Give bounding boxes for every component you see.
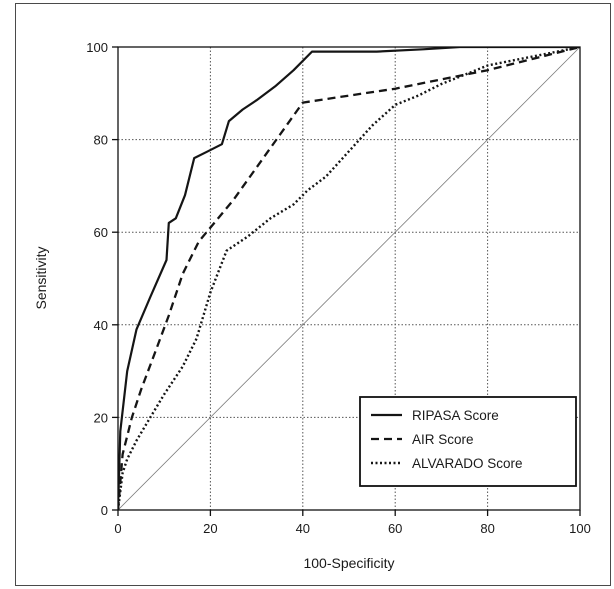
series-layer (118, 47, 580, 510)
x-axis-title: 100-Specificity (303, 555, 394, 571)
x-tick-label: 100 (569, 521, 591, 536)
y-tick-label: 80 (94, 133, 108, 148)
legend-label: RIPASA Score (412, 408, 499, 423)
series-line-solid (118, 47, 580, 510)
y-tick-label: 0 (101, 503, 108, 518)
x-tick-label: 0 (114, 521, 121, 536)
y-axis-title: Sensitivity (33, 246, 49, 309)
y-tick-label: 60 (94, 225, 108, 240)
series-line-dashed (118, 47, 580, 510)
y-tick-label: 40 (94, 318, 108, 333)
legend-box (359, 396, 577, 487)
x-tick-label: 40 (296, 521, 310, 536)
x-tick-label: 80 (480, 521, 494, 536)
y-tick-label: 20 (94, 410, 108, 425)
y-tick-label: 100 (86, 40, 108, 55)
series-line-dotted (118, 47, 580, 510)
y-tick-labels: 0 20 40 60 80 100 (86, 40, 108, 518)
tick-marks (112, 46, 581, 516)
x-tick-label: 20 (203, 521, 217, 536)
x-tick-label: 60 (388, 521, 402, 536)
grid-lines (118, 47, 580, 510)
reference-diagonal (117, 46, 581, 511)
legend-label: AIR Score (412, 432, 474, 447)
plot-area-border (117, 46, 581, 511)
legend-label: ALVARADO Score (412, 456, 523, 471)
figure-frame (15, 3, 611, 586)
legend: RIPASA Score AIR Score ALVARADO Score (359, 396, 577, 487)
x-tick-labels: 0 20 40 60 80 100 (114, 521, 590, 536)
